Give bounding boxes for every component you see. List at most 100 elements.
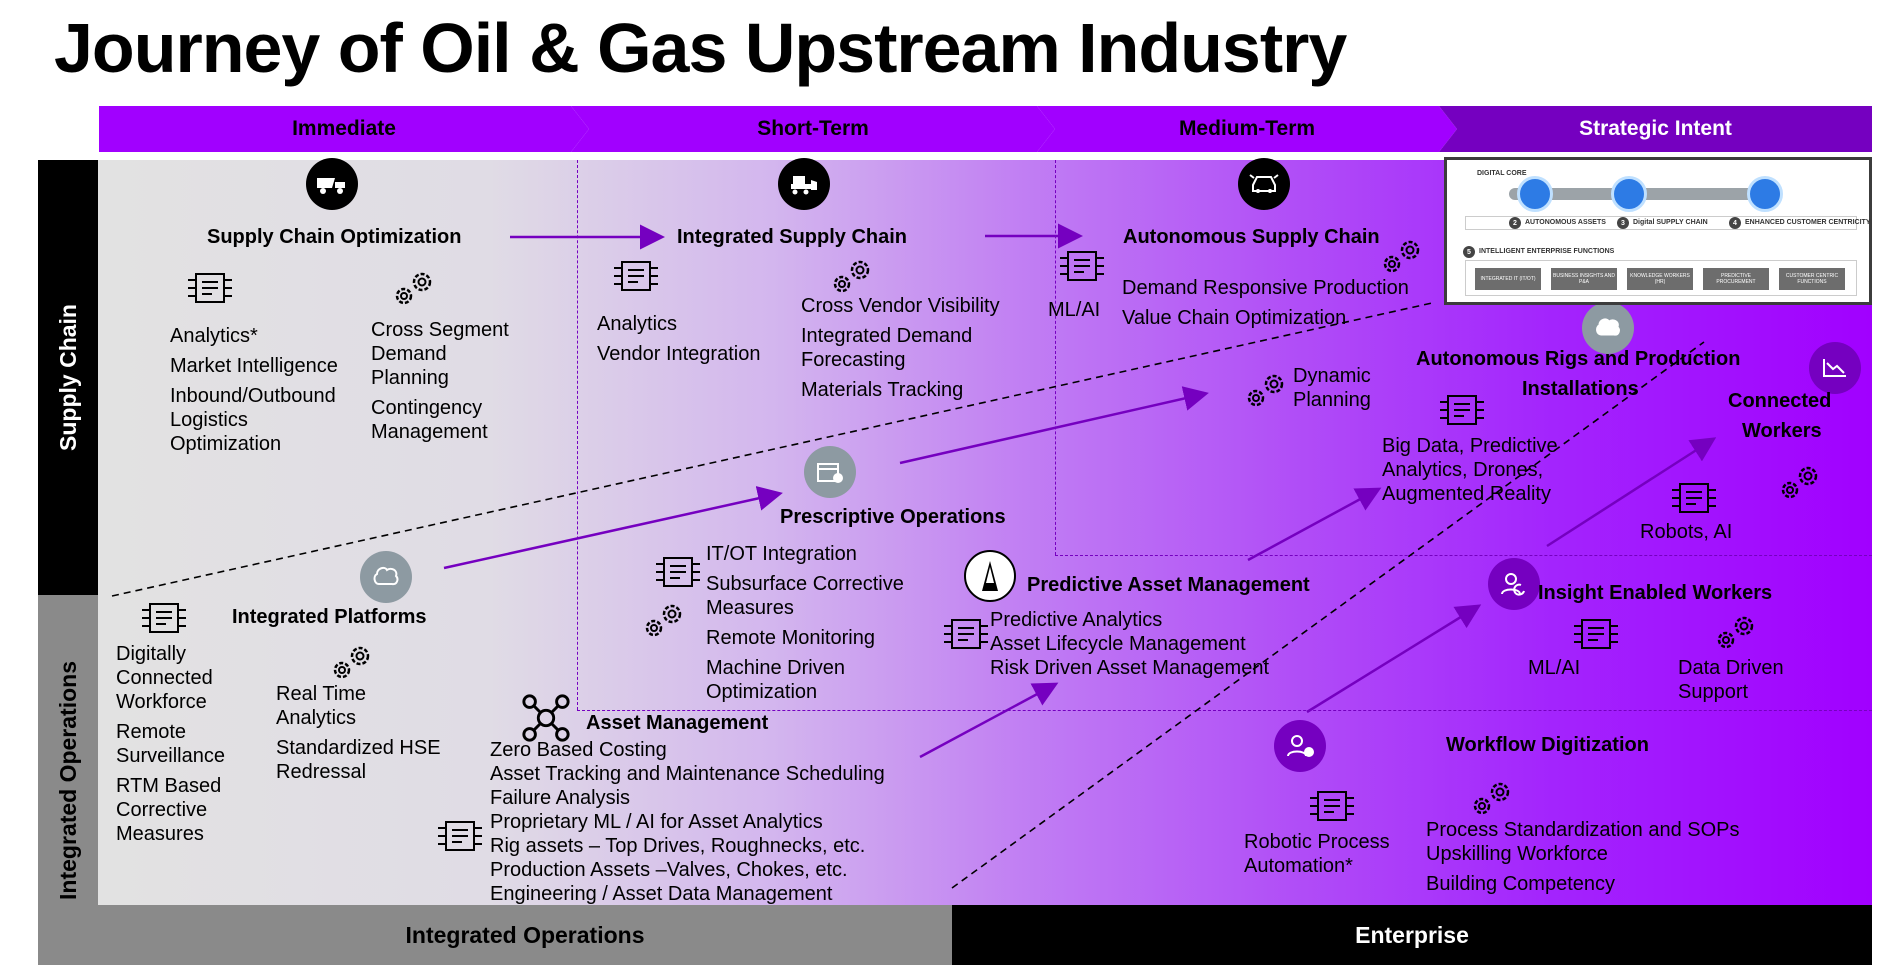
node-isc-item: Integrated Demand bbox=[801, 325, 973, 347]
node-ip-item: Analytics bbox=[276, 707, 357, 729]
node-prescriptive-operations: Prescriptive Operations bbox=[780, 506, 1006, 528]
node-sco-item: Analytics* bbox=[170, 325, 258, 347]
chart-icon bbox=[1809, 342, 1861, 394]
digital-core-row bbox=[1465, 216, 1857, 230]
supply-chain-icon bbox=[1611, 176, 1647, 212]
node-ip-item: Surveillance bbox=[116, 745, 225, 767]
node-pam-item: Asset Lifecycle Management bbox=[990, 633, 1246, 655]
node-workflow-digitization: Workflow Digitization bbox=[1446, 734, 1649, 756]
node-am-item: Failure Analysis bbox=[490, 787, 631, 809]
gears-icon bbox=[1717, 616, 1754, 649]
arrow-po-dyn bbox=[899, 386, 1209, 465]
node-am-item: Asset Tracking and Maintenance Schedulin… bbox=[490, 763, 885, 785]
node-asc-item: Demand Responsive Production bbox=[1122, 277, 1409, 299]
node-cw-item: Robots, AI bbox=[1640, 521, 1733, 543]
node-am-item: Rig assets – Top Drives, Roughnecks, etc… bbox=[490, 835, 866, 857]
node-autonomous-supply-chain: Autonomous Supply Chain bbox=[1123, 226, 1380, 248]
node-po-item: IT/OT Integration bbox=[706, 543, 857, 565]
arrow-wd-iew bbox=[1306, 604, 1482, 714]
autonomous-vehicle-icon bbox=[1238, 158, 1290, 210]
digital-core-label: DIGITAL CORE bbox=[1477, 170, 1527, 177]
node-asset-management: Asset Management bbox=[586, 712, 769, 734]
node-ip-item: Measures bbox=[116, 823, 204, 845]
node-predictive-asset-management: Predictive Asset Management bbox=[1027, 574, 1310, 596]
gears-icon bbox=[1247, 374, 1284, 407]
digital-core-number: 5 bbox=[1463, 246, 1475, 258]
chip-icon bbox=[438, 821, 482, 851]
node-ip-item: Connected bbox=[116, 667, 213, 689]
dump-truck-icon bbox=[306, 158, 358, 210]
divider-immediate-short bbox=[577, 160, 578, 710]
network-nodes-icon bbox=[520, 692, 572, 744]
phase-medium-term: Medium-Term bbox=[1037, 106, 1457, 152]
node-sco-item: Logistics bbox=[170, 409, 248, 431]
node-po-item: Remote Monitoring bbox=[706, 627, 875, 649]
node-asc-ml: ML/AI bbox=[1048, 299, 1101, 321]
node-wd-item: Process Standardization and SOPs bbox=[1426, 819, 1740, 841]
node-wd-item: Upskilling Workforce bbox=[1426, 843, 1608, 865]
chip-icon bbox=[1672, 483, 1716, 513]
node-iew-item: Data Driven bbox=[1678, 657, 1784, 679]
digital-core-number: 4 bbox=[1729, 217, 1741, 229]
node-isc-item: Cross Vendor Visibility bbox=[801, 295, 1000, 317]
digital-core-panel: DIGITAL CORE 2 AUTONOMOUS ASSETS 3 Digit… bbox=[1444, 157, 1872, 305]
chip-icon bbox=[1310, 791, 1354, 821]
digital-core-label: INTELLIGENT ENTERPRISE FUNCTIONS bbox=[1479, 248, 1615, 255]
node-integrated-supply-chain: Integrated Supply Chain bbox=[677, 226, 908, 248]
node-ip-item: Redressal bbox=[276, 761, 367, 783]
node-ip-item: Standardized HSE bbox=[276, 737, 441, 759]
node-wd-item: Robotic Process bbox=[1244, 831, 1390, 853]
diagonal-dashed-2 bbox=[951, 341, 1705, 889]
node-sco-item: Market Intelligence bbox=[170, 355, 338, 377]
node-am-item: Proprietary ML / AI for Asset Analytics bbox=[490, 811, 823, 833]
customer-touch-icon bbox=[1747, 176, 1783, 212]
node-ip-item: Remote bbox=[116, 721, 187, 743]
digital-core-row bbox=[1465, 260, 1857, 296]
node-autonomous-rigs: Installations bbox=[1522, 378, 1639, 400]
node-po-item: Subsurface Corrective bbox=[706, 573, 904, 595]
function-box: KNOWLEDGE WORKERS (HR) bbox=[1627, 268, 1693, 290]
gears-icon bbox=[1781, 466, 1818, 499]
digital-core-label: AUTONOMOUS ASSETS bbox=[1525, 219, 1606, 226]
user-money-icon bbox=[1274, 720, 1326, 772]
node-dynamic-planning: Planning bbox=[1293, 389, 1371, 411]
node-pam-item: Predictive Analytics bbox=[990, 609, 1163, 631]
oil-drill-icon bbox=[964, 550, 1016, 602]
digital-core-label: ENHANCED CUSTOMER CENTRICITY bbox=[1745, 219, 1871, 226]
chip-icon bbox=[188, 273, 232, 303]
diagonal-dashed-1 bbox=[111, 302, 1433, 597]
gears-icon bbox=[833, 260, 870, 293]
bulldozer-icon bbox=[778, 158, 830, 210]
calendar-gear-icon bbox=[804, 446, 856, 498]
phase-strategic-intent: Strategic Intent bbox=[1439, 106, 1872, 152]
node-iew-item: Support bbox=[1678, 681, 1749, 703]
node-sco-item: Planning bbox=[371, 367, 449, 389]
divider-short-medium bbox=[1055, 160, 1056, 555]
function-box: PREDICTIVE PROCUREMENT bbox=[1703, 268, 1769, 290]
digital-core-label: Digital SUPPLY CHAIN bbox=[1633, 219, 1708, 226]
node-dynamic-planning: Dynamic bbox=[1293, 365, 1371, 387]
function-box: CUSTOMER CENTRIC FUNCTIONS bbox=[1779, 268, 1845, 290]
gears-icon bbox=[1383, 240, 1420, 273]
divider-medium-row bbox=[1055, 555, 1872, 556]
node-ip-item: Workforce bbox=[116, 691, 207, 713]
node-ip-item: Digitally bbox=[116, 643, 187, 665]
node-ip-item: Real Time bbox=[276, 683, 367, 705]
node-iew-item: ML/AI bbox=[1528, 657, 1581, 679]
gears-icon bbox=[645, 604, 682, 637]
phase-short-term: Short-Term bbox=[571, 106, 1055, 152]
node-po-item: Measures bbox=[706, 597, 794, 619]
node-sco-item: Optimization bbox=[170, 433, 282, 455]
node-sco-item: Cross Segment bbox=[371, 319, 509, 341]
node-pam-item: Risk Driven Asset Management bbox=[990, 657, 1270, 679]
arrow-arp-cw bbox=[1546, 437, 1717, 548]
gears-icon bbox=[395, 272, 432, 305]
phase-immediate: Immediate bbox=[99, 106, 589, 152]
column-label-integrated-operations: Integrated Operations bbox=[98, 905, 952, 965]
node-am-item: Production Assets –Valves, Chokes, etc. bbox=[490, 859, 848, 881]
node-isc-item: Materials Tracking bbox=[801, 379, 964, 401]
arrow-pam-arp bbox=[1247, 487, 1382, 562]
node-sco-item: Management bbox=[371, 421, 488, 443]
row-label-integrated-operations: Integrated Operations bbox=[38, 595, 98, 965]
function-box: INTEGRATED IT (IT/OT) bbox=[1475, 268, 1541, 290]
